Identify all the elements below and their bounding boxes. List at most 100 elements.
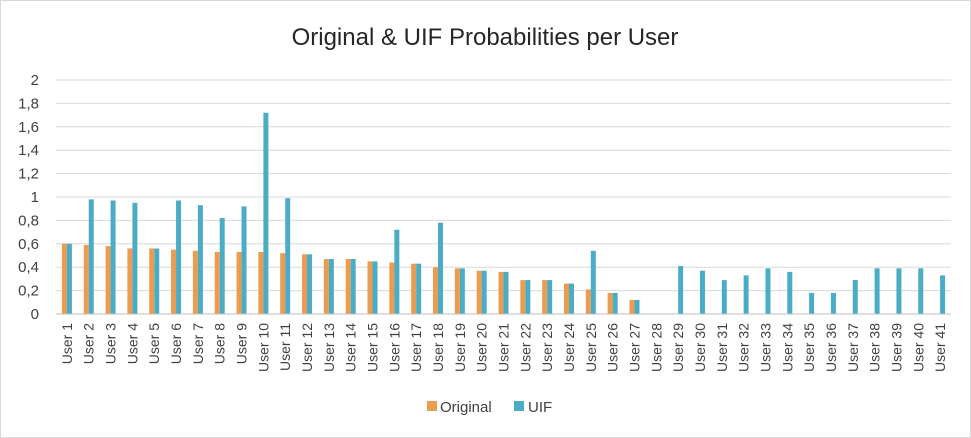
bar-uif-1 — [66, 243, 72, 314]
bar-uif-13 — [328, 259, 334, 314]
bar-uif-17 — [416, 263, 422, 314]
y-tick-label: 1,2 — [18, 166, 39, 183]
x-tick-label: User 6 — [168, 323, 184, 364]
bar-uif-22 — [525, 280, 531, 314]
x-tick-label: User 5 — [146, 323, 162, 364]
bar-uif-26 — [612, 292, 618, 314]
bar-uif-20 — [481, 270, 487, 314]
x-tick-label: User 17 — [408, 323, 424, 372]
bar-original-23 — [542, 280, 548, 314]
x-tick-label: User 28 — [648, 323, 664, 372]
x-tick-label: User 31 — [714, 323, 730, 372]
x-tick-label: User 24 — [561, 323, 577, 372]
bar-uif-2 — [88, 199, 94, 314]
y-tick-label: 1,8 — [18, 95, 39, 112]
x-tick-label: User 22 — [517, 323, 533, 372]
bar-original-20 — [476, 270, 482, 314]
bar-original-19 — [454, 268, 460, 314]
legend-label-original: Original — [440, 399, 492, 416]
x-tick-label: User 33 — [757, 323, 773, 372]
x-tick-label: User 20 — [474, 323, 490, 372]
bar-original-27 — [629, 299, 635, 314]
bar-original-21 — [498, 271, 504, 314]
bar-uif-10 — [263, 112, 269, 314]
x-tick-label: User 23 — [539, 323, 555, 372]
x-tick-label: User 14 — [343, 323, 359, 372]
x-tick-label: User 19 — [452, 323, 468, 372]
legend-label-uif: UIF — [528, 399, 552, 416]
bar-uif-39 — [896, 268, 902, 314]
bar-uif-33 — [765, 268, 771, 314]
bar-original-15 — [367, 261, 373, 314]
bar-original-25 — [585, 289, 591, 314]
x-tick-label: User 26 — [605, 323, 621, 372]
x-tick-label: User 9 — [234, 323, 250, 364]
x-tick-label: User 25 — [583, 323, 599, 372]
bar-original-16 — [389, 262, 395, 314]
bar-uif-29 — [678, 266, 684, 314]
bar-original-1 — [61, 243, 67, 314]
bar-uif-30 — [699, 270, 705, 314]
bar-original-11 — [280, 253, 286, 314]
legend: Original UIF — [427, 399, 552, 416]
gridlines — [56, 79, 951, 292]
x-tick-label: User 40 — [910, 323, 926, 372]
x-tick-label: User 16 — [386, 323, 402, 372]
bar-uif-11 — [285, 198, 291, 314]
bar-uif-36 — [830, 292, 836, 314]
y-tick-label: 2 — [31, 72, 39, 89]
bar-uif-32 — [743, 275, 749, 314]
bar-uif-35 — [809, 292, 815, 314]
bar-uif-24 — [568, 283, 574, 314]
y-tick-label: 0,8 — [18, 212, 39, 229]
x-tick-label: User 4 — [124, 323, 140, 364]
x-tick-label: User 36 — [823, 323, 839, 372]
bar-original-18 — [433, 267, 439, 314]
x-tick-label: User 41 — [932, 323, 948, 372]
bar-uif-21 — [503, 271, 509, 314]
bar-uif-12 — [307, 254, 313, 314]
x-tick-label: User 11 — [277, 323, 293, 371]
bar-original-17 — [411, 263, 417, 314]
bars — [61, 112, 946, 314]
bar-uif-25 — [590, 250, 596, 314]
bar-uif-15 — [372, 261, 378, 314]
x-axis-ticks: User 1 User 2 User 3 User 4 User 5 User 6 User… — [59, 323, 948, 372]
y-tick-label: 1,6 — [18, 119, 39, 136]
bar-uif-8 — [219, 218, 225, 314]
bar-original-2 — [83, 244, 89, 314]
bar-uif-16 — [394, 229, 400, 314]
bar-original-9 — [236, 251, 242, 314]
legend-swatch-uif — [514, 401, 524, 411]
bar-uif-23 — [547, 280, 553, 314]
bar-uif-19 — [459, 268, 465, 314]
x-tick-label: User 8 — [212, 323, 228, 364]
bar-uif-18 — [438, 222, 444, 314]
y-tick-label: 0,6 — [18, 236, 39, 253]
bar-uif-27 — [634, 299, 640, 314]
x-tick-label: User 7 — [190, 323, 206, 364]
bar-original-24 — [563, 283, 569, 314]
bar-uif-7 — [197, 205, 203, 314]
bar-uif-40 — [918, 268, 924, 314]
x-tick-label: User 35 — [801, 323, 817, 372]
bar-original-8 — [214, 251, 220, 314]
x-tick-label: User 39 — [888, 323, 904, 372]
x-tick-label: User 34 — [779, 323, 795, 372]
x-tick-label: User 29 — [670, 323, 686, 372]
bar-uif-34 — [787, 271, 793, 314]
bar-original-13 — [323, 259, 329, 314]
x-tick-label: User 18 — [430, 323, 446, 372]
bar-uif-41 — [940, 275, 946, 314]
x-tick-label: User 3 — [103, 323, 119, 364]
bar-uif-5 — [154, 248, 160, 314]
bar-uif-37 — [852, 280, 858, 314]
bar-original-12 — [302, 254, 308, 314]
y-tick-label: 0 — [31, 306, 39, 323]
x-tick-label: User 30 — [692, 323, 708, 372]
legend-swatch-original — [427, 401, 437, 411]
bar-original-4 — [127, 248, 133, 314]
x-tick-label: User 1 — [59, 323, 75, 364]
